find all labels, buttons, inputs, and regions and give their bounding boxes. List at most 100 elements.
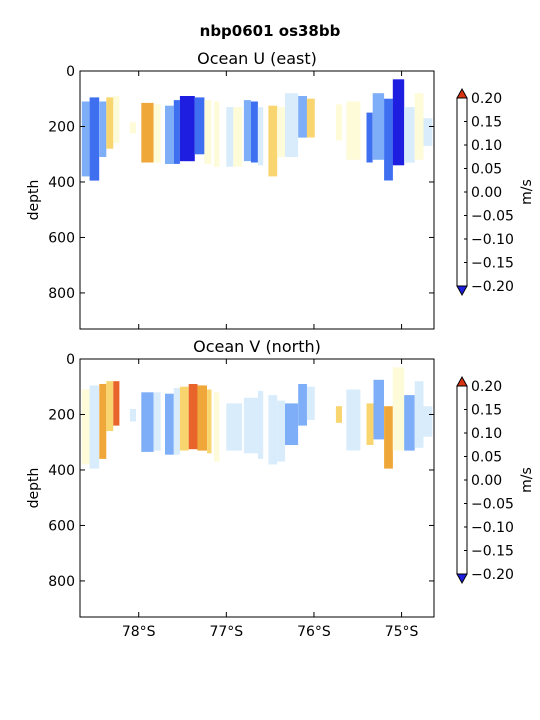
x-tick-label: 78°S <box>122 624 156 640</box>
data-cell-15 <box>226 403 243 451</box>
data-cell-5 <box>129 408 136 422</box>
x-tick-label: 77°S <box>209 624 243 640</box>
colorbar-tick-label: −0.05 <box>471 209 514 225</box>
data-cell-26 <box>373 379 384 440</box>
y-tick-label: 0 <box>66 352 75 368</box>
data-cell-21 <box>298 384 307 426</box>
colorbar-tick-label: 0.20 <box>471 379 502 395</box>
data-cell-20 <box>277 107 286 157</box>
y-tick-label: 800 <box>48 286 75 302</box>
data-cell-15 <box>233 107 243 167</box>
data-cell-26 <box>366 112 373 163</box>
y-tick-label: 800 <box>48 574 75 590</box>
colorbar-tick-label: −0.15 <box>471 256 514 272</box>
data-cell-0 <box>81 101 90 177</box>
data-cell-8 <box>165 393 174 455</box>
colorbar-over-arrow <box>456 375 468 387</box>
data-cell-9 <box>173 100 180 164</box>
y-tick-label: 200 <box>48 119 75 135</box>
data-cell-6 <box>141 392 154 452</box>
figure-title: nbp0601 os38bb <box>200 22 341 40</box>
colorbar-tick-label: 0.10 <box>471 138 502 154</box>
data-cell-11 <box>188 384 198 450</box>
data-cell-14 <box>226 107 234 167</box>
data-cell-6 <box>141 102 154 163</box>
colorbar-tick-label: −0.15 <box>471 544 514 560</box>
y-axis-label: depth <box>26 180 42 221</box>
data-cell-2 <box>99 101 107 157</box>
y-tick-label: 400 <box>48 463 75 479</box>
data-cell-23 <box>306 98 315 138</box>
data-cell-21 <box>285 93 299 157</box>
panel-title: Ocean U (east) <box>197 49 317 68</box>
data-cell-2 <box>99 384 107 459</box>
data-cell-13 <box>207 389 212 454</box>
data-cell-25 <box>346 101 361 160</box>
data-cell-12 <box>197 385 207 451</box>
data-cell-19 <box>268 105 278 177</box>
colorbar-tick-label: −0.20 <box>471 567 514 583</box>
colorbar-label: m/s <box>519 179 535 205</box>
colorbar-tick-label: −0.10 <box>471 520 514 536</box>
plot-frame <box>79 358 435 618</box>
data-cell-25 <box>366 403 374 445</box>
data-cell-27 <box>384 406 393 469</box>
colorbar-under-arrow <box>456 573 468 585</box>
data-cell-18 <box>257 107 264 166</box>
data-cell-10 <box>179 386 189 451</box>
data-cell-32 <box>423 118 433 146</box>
colorbar-tick-label: 0.00 <box>471 185 502 201</box>
data-cell-9 <box>173 388 180 455</box>
data-cell-14 <box>214 392 220 462</box>
data-cell-4 <box>113 381 120 426</box>
u-panel: Ocean U (east) 0 200 400 600 800 depth 0.20 0.15… <box>26 49 535 330</box>
colorbar-tick-label: 0.15 <box>471 403 502 419</box>
y-axis-label: depth <box>26 468 42 509</box>
colorbar-tick-label: 0.00 <box>471 473 502 489</box>
panel-title: Ocean V (north) <box>193 337 321 356</box>
y-tick-label: 400 <box>48 175 75 191</box>
data-cell-24 <box>335 104 342 141</box>
y-tick-label: 0 <box>66 64 75 80</box>
data-cell-10 <box>179 96 195 162</box>
data-cell-31 <box>423 406 433 437</box>
data-cell-20 <box>285 403 299 445</box>
colorbar-tick-label: 0.05 <box>471 162 502 178</box>
data-cells <box>81 79 433 181</box>
data-cell-1 <box>89 97 100 181</box>
v-panel: Ocean V (north) 0 200 400 600 800 depth 78°S 77°… <box>26 337 535 640</box>
data-cells <box>81 367 433 469</box>
colorbar: 0.20 0.15 0.10 0.05 0.00 −0.05 −0.10 −0.15 −0.20… <box>456 375 535 585</box>
data-cell-30 <box>404 107 415 163</box>
colorbar-tick-label: −0.20 <box>471 279 514 295</box>
colorbar-over-arrow <box>456 87 468 99</box>
colorbar-tick-label: 0.05 <box>471 450 502 466</box>
data-cell-16 <box>243 100 251 162</box>
data-cell-28 <box>384 98 393 181</box>
data-cell-3 <box>106 97 114 149</box>
data-cell-8 <box>165 105 174 164</box>
colorbar-tick-label: 0.10 <box>471 426 502 442</box>
data-cell-12 <box>204 100 212 164</box>
data-cell-17 <box>250 101 258 163</box>
x-tick-label: 76°S <box>297 624 331 640</box>
data-cell-0 <box>81 389 90 465</box>
data-cell-19 <box>277 400 286 462</box>
data-cell-22 <box>298 96 307 138</box>
colorbar-tick-label: 0.20 <box>471 91 502 107</box>
colorbar-tick-label: −0.05 <box>471 497 514 513</box>
data-cell-29 <box>404 395 415 451</box>
data-cell-11 <box>194 97 205 155</box>
y-tick-label: 600 <box>48 230 75 246</box>
data-cell-13 <box>214 101 220 167</box>
data-cell-7 <box>153 392 161 451</box>
y-tick-label: 600 <box>48 518 75 534</box>
colorbar-tick-label: −0.10 <box>471 232 514 248</box>
colorbar-label: m/s <box>519 467 535 493</box>
data-cell-22 <box>306 386 315 420</box>
data-cell-27 <box>372 93 385 160</box>
data-cell-4 <box>113 96 120 144</box>
data-cell-24 <box>346 389 361 451</box>
data-cell-17 <box>257 390 264 459</box>
